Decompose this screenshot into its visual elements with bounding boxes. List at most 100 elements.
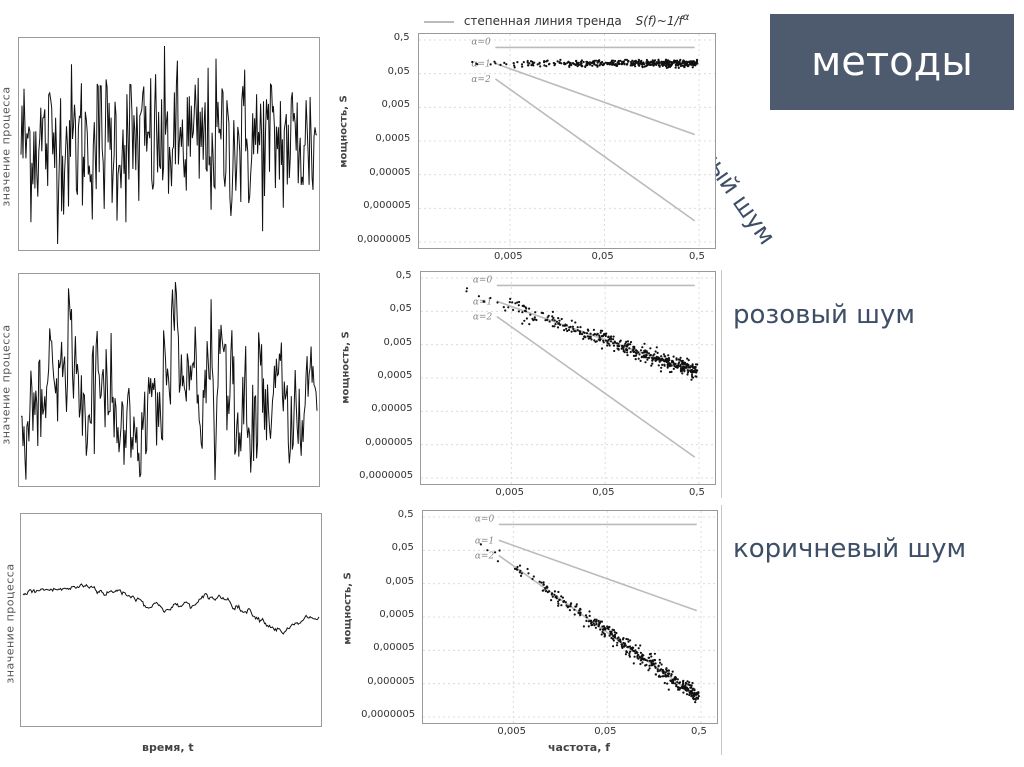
data-point [686, 680, 689, 683]
data-point [664, 58, 668, 61]
data-point [521, 311, 524, 314]
data-point [546, 318, 549, 322]
data-point [658, 65, 661, 68]
data-point [630, 648, 634, 651]
data-point [559, 58, 562, 61]
y-tick-label: 0,000005 [365, 436, 413, 448]
data-point [591, 64, 594, 67]
data-point [599, 331, 602, 334]
data-point [519, 569, 522, 572]
data-point [600, 633, 603, 636]
data-point [574, 330, 577, 333]
data-point [682, 691, 685, 694]
data-point [637, 647, 640, 650]
data-point [674, 66, 677, 69]
data-point [625, 58, 628, 61]
data-point [639, 359, 642, 362]
data-point [520, 63, 524, 66]
data-point [641, 661, 644, 664]
data-point [639, 662, 642, 666]
data-point [695, 371, 698, 374]
data-point [496, 560, 499, 563]
data-point [607, 338, 610, 342]
data-point [557, 602, 560, 605]
data-point [574, 63, 577, 67]
data-point [587, 329, 590, 332]
data-point [663, 63, 667, 67]
data-point [597, 624, 600, 627]
data-point [588, 610, 591, 613]
data-point [690, 686, 693, 689]
data-point [529, 313, 532, 316]
data-point [608, 344, 611, 347]
data-point [584, 614, 588, 617]
data-point [514, 302, 517, 305]
data-point [684, 62, 687, 65]
data-point [582, 625, 585, 628]
data-point [694, 363, 698, 366]
data-point [541, 312, 545, 315]
data-point [644, 354, 647, 357]
data-point [648, 664, 651, 667]
data-point [553, 319, 556, 322]
data-point [553, 593, 556, 596]
data-point [643, 349, 646, 352]
data-point [604, 334, 607, 338]
legend-line-icon [424, 20, 454, 23]
data-point [600, 620, 603, 623]
mid-ylabel-1: мощность, S [338, 95, 350, 168]
data-point [668, 371, 672, 374]
brown-noise-label: коричневый шум [733, 534, 967, 564]
data-point [654, 359, 657, 362]
data-point [647, 352, 651, 355]
data-point [513, 66, 516, 69]
data-point [647, 656, 650, 659]
data-point [548, 320, 551, 323]
data-point [556, 60, 559, 63]
data-point [642, 356, 646, 359]
pink-noise-label: розовый шум [733, 300, 915, 330]
data-point [540, 581, 543, 584]
data-point [596, 64, 599, 67]
trend-line [494, 78, 696, 222]
data-point [504, 309, 507, 312]
data-point [563, 329, 566, 332]
data-point [551, 310, 554, 313]
data-point [577, 61, 580, 65]
data-point [551, 315, 554, 318]
y-tick-label: 0,5 [395, 270, 412, 281]
data-point [686, 373, 689, 376]
data-point [673, 363, 676, 366]
y-tick-label: 0,000005 [363, 200, 411, 212]
data-point [655, 62, 658, 65]
data-point [637, 58, 640, 61]
data-point [632, 347, 635, 350]
series-line [20, 45, 318, 245]
y-tick-label: 0,05 [387, 65, 410, 77]
data-point [696, 62, 699, 65]
white-noise-timeseries [20, 45, 318, 245]
data-point [565, 327, 568, 330]
data-point [557, 590, 560, 594]
data-point [676, 678, 679, 681]
data-point [604, 339, 607, 342]
data-point [620, 643, 624, 646]
data-point [546, 591, 549, 594]
data-point [590, 61, 593, 64]
data-point [695, 696, 698, 699]
legend-formula: S(f)~1/fα [635, 12, 690, 28]
data-point [645, 58, 648, 62]
data-point [655, 346, 658, 349]
data-point [614, 63, 617, 66]
data-point [641, 355, 644, 358]
data-point [679, 58, 682, 61]
data-point [674, 59, 677, 62]
data-point [648, 61, 651, 64]
data-point [551, 318, 554, 321]
data-point [579, 607, 582, 610]
data-point [574, 321, 577, 324]
data-point [471, 60, 474, 64]
data-point [667, 688, 670, 691]
data-point [690, 695, 693, 698]
trend-label: α=0 [471, 37, 491, 47]
